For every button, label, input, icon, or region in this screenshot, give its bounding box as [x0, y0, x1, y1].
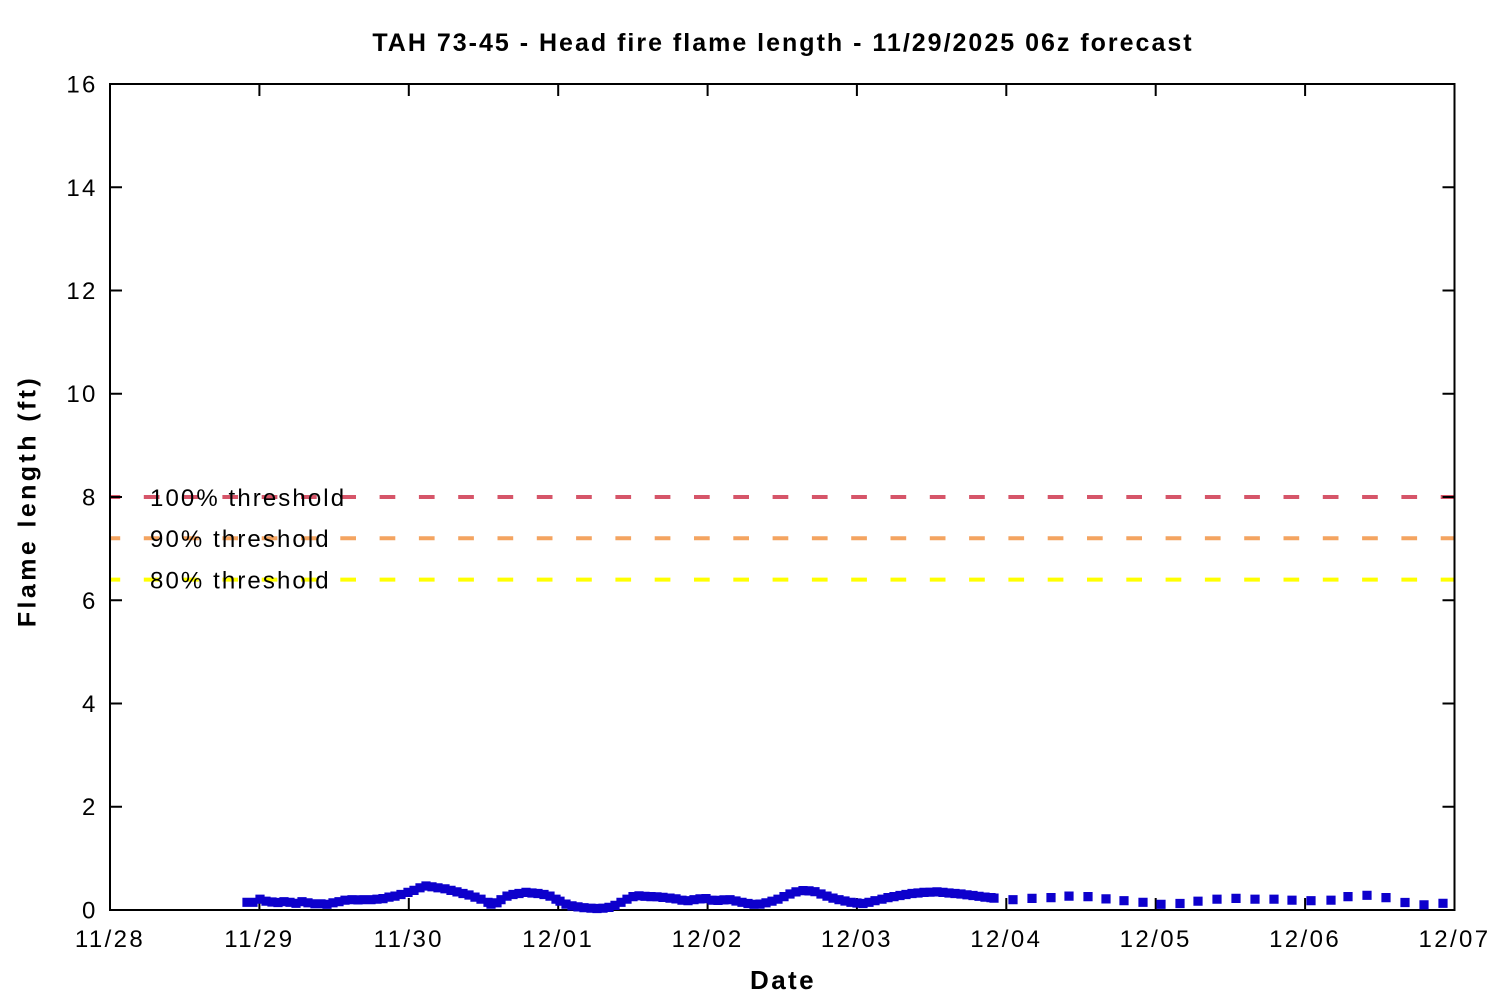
svg-text:11/28: 11/28: [75, 926, 145, 953]
svg-text:0: 0: [82, 898, 98, 925]
svg-text:6: 6: [82, 588, 98, 615]
svg-text:12/04: 12/04: [970, 926, 1042, 953]
svg-text:100% threshold: 100% threshold: [150, 485, 346, 512]
svg-text:12/05: 12/05: [1120, 926, 1192, 953]
svg-text:10: 10: [66, 381, 97, 408]
svg-text:80% threshold: 80% threshold: [150, 567, 331, 594]
svg-text:11/30: 11/30: [374, 926, 444, 953]
svg-text:4: 4: [82, 691, 98, 718]
svg-text:12/03: 12/03: [821, 926, 893, 953]
svg-text:12: 12: [66, 278, 97, 305]
svg-text:12/07: 12/07: [1418, 926, 1490, 953]
svg-text:90% threshold: 90% threshold: [150, 526, 331, 553]
svg-text:TAH 73-45 - Head fire flame le: TAH 73-45 - Head fire flame length - 11/…: [372, 29, 1193, 57]
svg-text:12/06: 12/06: [1269, 926, 1341, 953]
svg-text:12/02: 12/02: [672, 926, 744, 953]
svg-text:Date: Date: [750, 965, 816, 995]
svg-text:2: 2: [82, 794, 98, 821]
svg-text:8: 8: [82, 485, 98, 512]
svg-text:Flame length (ft): Flame length (ft): [14, 375, 42, 627]
svg-text:11/29: 11/29: [224, 926, 294, 953]
svg-text:16: 16: [66, 72, 97, 99]
svg-text:14: 14: [66, 175, 97, 202]
svg-text:12/01: 12/01: [522, 926, 594, 953]
